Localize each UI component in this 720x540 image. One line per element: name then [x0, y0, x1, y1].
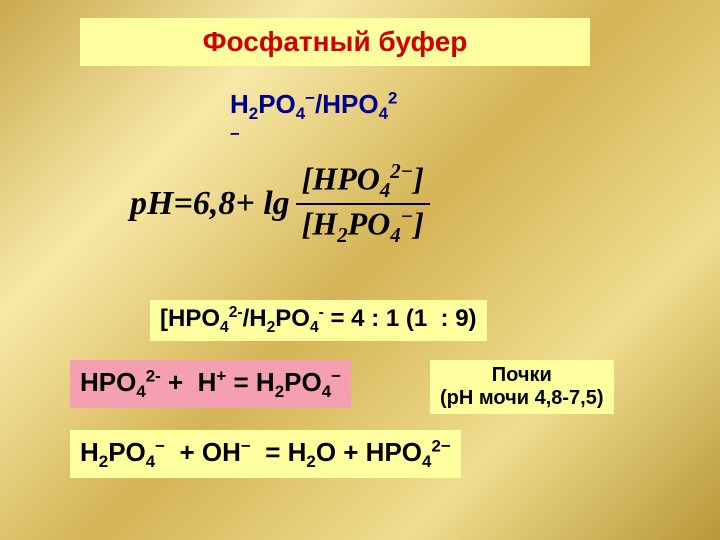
buffer-pair-line1: H2PO4−/HPO42 [230, 89, 397, 119]
eq-lhs: pH [130, 185, 173, 223]
reaction2-text: H2PO4− + OH− = H2O + HPO42− [80, 437, 451, 467]
kidney-box: Почки (рН мочи 4,8-7,5) [430, 360, 614, 414]
buffer-pair: H2PO4−/HPO42 − [230, 88, 397, 156]
title-text: Фосфатный буфер [203, 26, 468, 57]
buffer-pair-line2: − [230, 125, 240, 155]
ratio-text: [HPO42-/H2PO4- = 4 : 1 (1 : 9) [160, 305, 477, 332]
eq-fraction: [HPO42−] [H2PO4−] [296, 160, 430, 248]
ph-equation: pH = 6,8 + lg [HPO42−] [H2PO4−] [130, 160, 430, 248]
eq-const: 6,8 [193, 185, 236, 223]
ratio-box: [HPO42-/H2PO4- = 4 : 1 (1 : 9) [150, 300, 487, 341]
kidney-line2: (рН мочи 4,8-7,5) [440, 387, 604, 409]
reaction2-box: H2PO4− + OH− = H2O + HPO42− [70, 430, 461, 478]
eq-denominator: [H2PO4−] [296, 205, 430, 248]
eq-plus-lg: + lg [235, 185, 289, 223]
reaction1-box: HPO42- + H+ = H2PO4− [70, 360, 351, 408]
eq-numerator: [HPO42−] [296, 160, 430, 203]
title-box: Фосфатный буфер [80, 18, 590, 66]
reaction1-text: HPO42- + H+ = H2PO4− [80, 367, 341, 397]
eq-equals: = [173, 185, 192, 223]
kidney-line1: Почки [492, 364, 552, 386]
